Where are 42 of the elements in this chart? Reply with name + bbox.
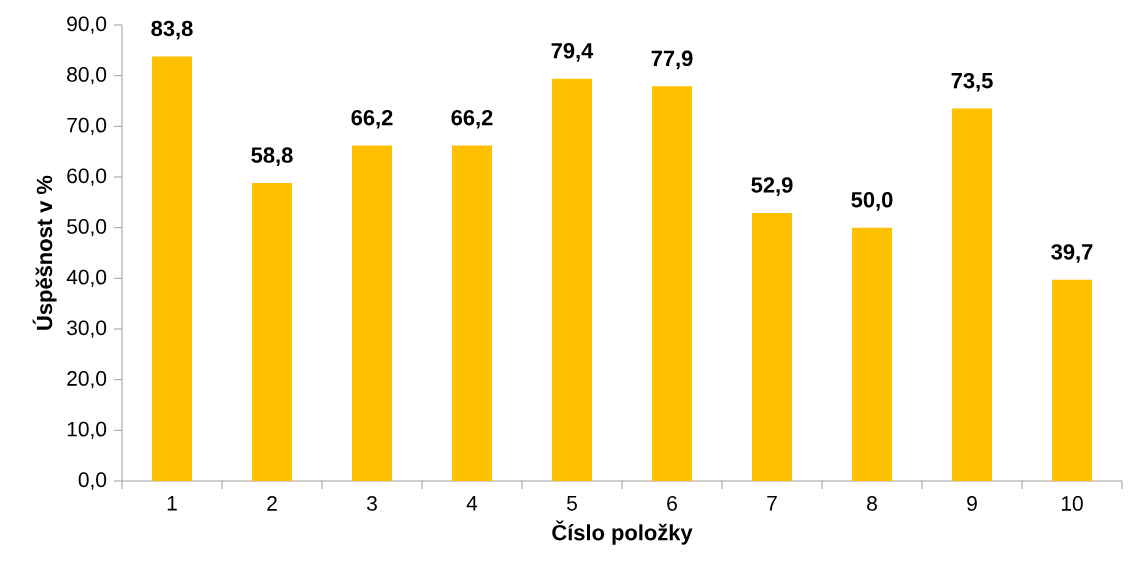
- y-tick-label: 40,0: [66, 269, 107, 287]
- data-label: 66,2: [451, 109, 493, 129]
- bar: [152, 56, 192, 481]
- bar: [852, 227, 893, 481]
- y-tick-label: 50,0: [67, 219, 107, 237]
- bar: [952, 108, 993, 481]
- data-label: 77,9: [651, 50, 693, 70]
- bar: [252, 183, 293, 481]
- x-tick-label: 2: [267, 496, 277, 511]
- x-tick-label: 7: [767, 496, 777, 511]
- bar: [752, 212, 793, 481]
- data-label: 73,5: [951, 72, 993, 92]
- x-tick-label: 1: [167, 496, 177, 511]
- data-label: 52,9: [751, 177, 793, 196]
- y-tick-label: 90,0: [67, 16, 107, 34]
- x-tick-label: 4: [466, 496, 478, 511]
- data-label: 66,2: [351, 109, 393, 129]
- y-tick-label: 10,0: [67, 421, 107, 439]
- x-tick-label: 8: [867, 496, 877, 511]
- data-label: 58,8: [251, 147, 293, 167]
- bar: [352, 145, 393, 481]
- bar: [652, 86, 693, 481]
- y-tick-label: 70,0: [67, 117, 107, 135]
- y-axis-title: Úspěšnost v %: [32, 175, 57, 330]
- bar: [552, 78, 593, 481]
- bar: [1052, 279, 1093, 481]
- data-label: 83,8: [151, 20, 193, 40]
- y-tick-label: 20,0: [67, 371, 107, 389]
- bar: [452, 145, 493, 481]
- x-tick-label: 9: [967, 496, 977, 511]
- data-label: 79,4: [551, 43, 594, 62]
- x-tick-label: 6: [667, 496, 677, 511]
- x-tick-label: 5: [567, 496, 577, 511]
- data-label: 50,0: [851, 191, 893, 211]
- x-axis-title: Číslo položky: [552, 520, 693, 545]
- y-tick-label: 30,0: [67, 320, 107, 338]
- y-tick-label: 60,0: [67, 168, 107, 186]
- x-tick-label: 10: [1061, 496, 1083, 511]
- y-tick-label: 80,0: [67, 67, 107, 85]
- data-label: 39,7: [1051, 244, 1093, 263]
- x-tick-label: 3: [366, 496, 377, 511]
- y-tick-label: 0,0: [78, 472, 107, 490]
